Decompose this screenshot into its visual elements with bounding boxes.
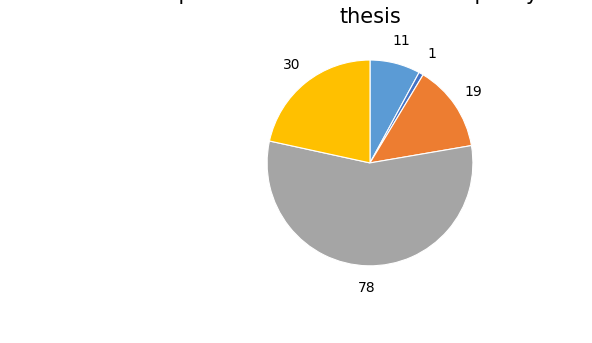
Title: Expected effect of AI tools on quality MSc
thesis: Expected effect of AI tools on quality M… bbox=[153, 0, 587, 27]
Text: 11: 11 bbox=[392, 34, 410, 48]
Wedge shape bbox=[370, 72, 423, 163]
Wedge shape bbox=[269, 60, 370, 163]
Text: 1: 1 bbox=[428, 47, 437, 61]
Text: 30: 30 bbox=[282, 58, 300, 72]
Wedge shape bbox=[267, 141, 473, 266]
Text: 19: 19 bbox=[465, 85, 482, 99]
Wedge shape bbox=[370, 75, 471, 163]
Wedge shape bbox=[370, 60, 419, 163]
Text: 78: 78 bbox=[358, 281, 376, 295]
